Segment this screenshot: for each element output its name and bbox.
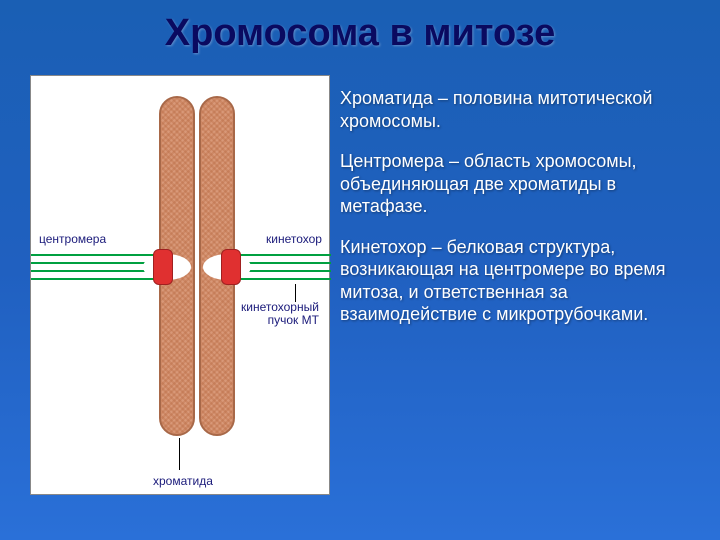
- microtubule-line: [239, 254, 331, 256]
- chromosome-diagram: центромера кинетохор кинетохорный пучок …: [30, 75, 330, 495]
- microtubule-line: [31, 254, 155, 256]
- label-chromatid: хроматида: [153, 474, 213, 488]
- label-centromere: центромера: [39, 232, 106, 246]
- microtubule-line: [239, 262, 331, 264]
- leader-line: [179, 438, 180, 470]
- leader-line: [295, 284, 296, 302]
- label-mt-bundle-line1: кинетохорный: [241, 300, 319, 314]
- label-mt-bundle-line2: пучок МТ: [268, 313, 319, 327]
- microtubule-line: [239, 278, 331, 280]
- page-title: Хромосома в митозе: [0, 0, 720, 55]
- definition-item: Кинетохор – белковая структура, возникаю…: [340, 236, 692, 326]
- content-row: центромера кинетохор кинетохорный пучок …: [0, 55, 720, 495]
- label-kinetochore: кинетохор: [266, 232, 322, 246]
- definitions-panel: Хроматида – половина митотической хромос…: [340, 75, 700, 495]
- kinetochore-shape: [221, 249, 241, 285]
- label-mt-bundle: кинетохорный пучок МТ: [241, 301, 319, 327]
- kinetochore-shape: [153, 249, 173, 285]
- microtubule-line: [31, 262, 155, 264]
- definition-item: Центромера – область хромосомы, объединя…: [340, 150, 692, 218]
- microtubule-line: [239, 270, 331, 272]
- microtubule-line: [31, 270, 155, 272]
- definition-item: Хроматида – половина митотической хромос…: [340, 87, 692, 132]
- microtubule-line: [31, 278, 155, 280]
